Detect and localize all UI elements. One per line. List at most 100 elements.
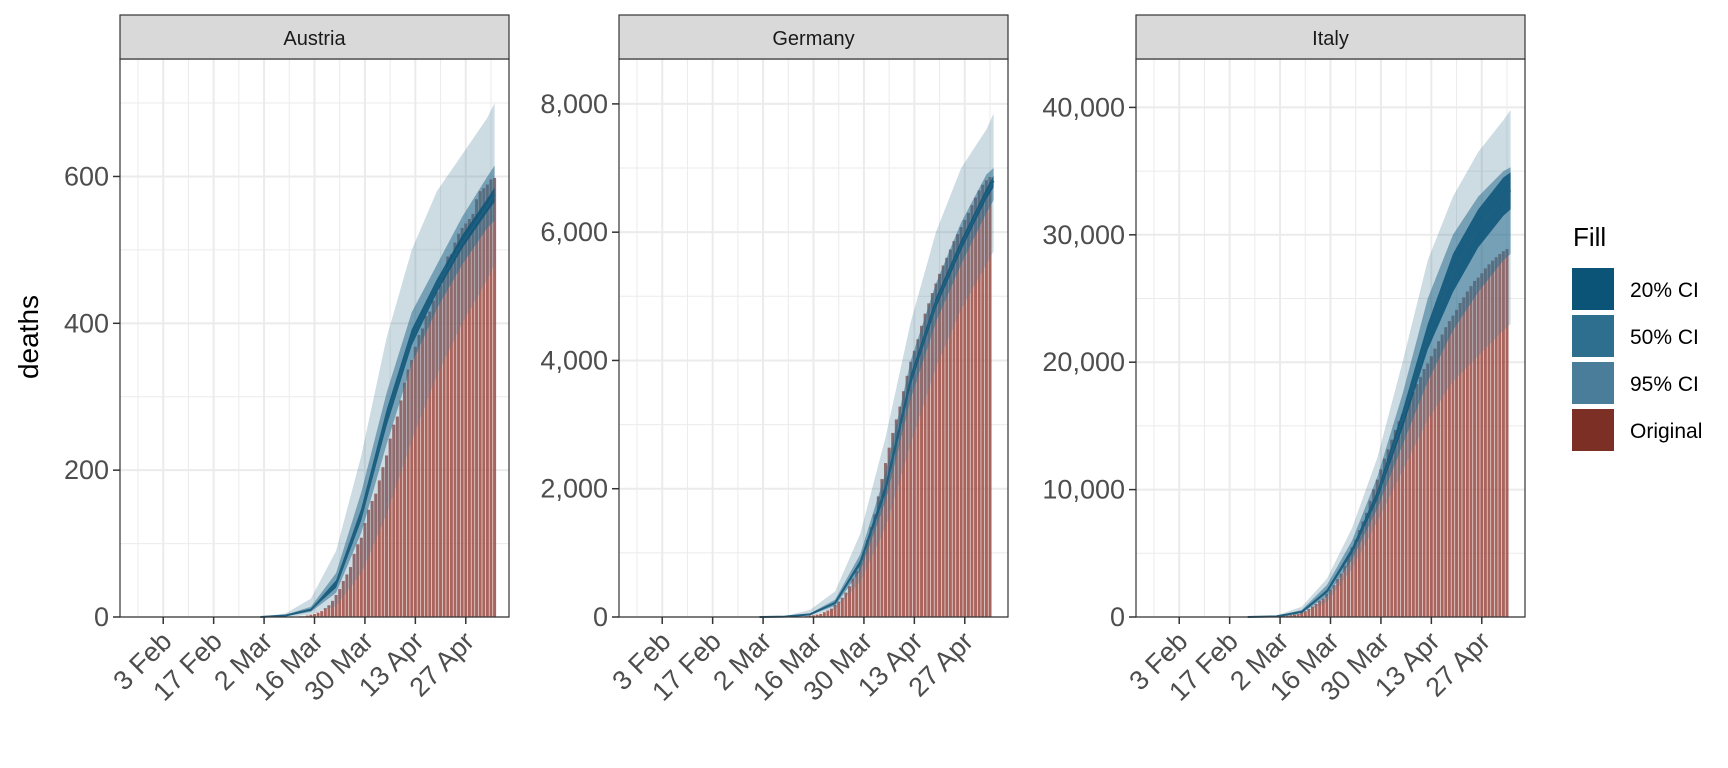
- bar: [981, 184, 985, 617]
- bar: [1343, 565, 1347, 617]
- strip-germany: [618, 14, 1009, 60]
- bar: [1332, 585, 1336, 617]
- bar: [446, 256, 450, 617]
- bar: [485, 184, 489, 618]
- legend-label: Original: [1630, 420, 1702, 443]
- bar: [1339, 573, 1343, 617]
- bar: [1303, 611, 1307, 617]
- bar: [1501, 251, 1505, 618]
- bar: [1437, 341, 1441, 617]
- bar: [855, 570, 859, 617]
- bar: [887, 447, 891, 617]
- median-line: [260, 194, 496, 618]
- bar: [323, 608, 327, 617]
- bar: [1325, 593, 1329, 617]
- bar: [417, 335, 421, 617]
- bar: [453, 242, 457, 618]
- bar: [449, 254, 453, 618]
- bar: [471, 213, 475, 618]
- bar: [1386, 449, 1390, 617]
- bar: [1314, 604, 1318, 617]
- ci50-band: [260, 165, 495, 617]
- bar: [905, 375, 909, 617]
- bar: [1429, 356, 1433, 617]
- y-tick-label: 0: [593, 602, 608, 632]
- bar: [1289, 615, 1293, 617]
- bar: [345, 574, 349, 617]
- bar: [1300, 612, 1304, 617]
- bar: [1383, 458, 1387, 617]
- median-line: [759, 180, 995, 618]
- bar: [984, 180, 988, 617]
- bar: [399, 400, 403, 617]
- bar: [1372, 489, 1376, 617]
- bar: [916, 339, 920, 617]
- strip-label: Italy: [1312, 28, 1349, 50]
- y-tick-label: 600: [64, 161, 109, 191]
- bar: [1310, 606, 1315, 617]
- y-tick-label: 20,000: [1042, 347, 1125, 377]
- y-tick-label: 400: [64, 308, 109, 338]
- bar: [403, 382, 407, 617]
- ci95-band: [1247, 109, 1511, 618]
- bars-original: [298, 177, 497, 618]
- bar: [305, 615, 309, 617]
- bar: [421, 328, 425, 617]
- bar: [1498, 254, 1502, 618]
- bar: [826, 610, 830, 617]
- bar: [898, 406, 902, 617]
- bar: [374, 493, 378, 617]
- bar: [309, 614, 313, 617]
- y-tick-label: 30,000: [1042, 220, 1125, 250]
- bar: [352, 553, 356, 617]
- bar: [467, 219, 471, 617]
- bar: [1365, 512, 1369, 617]
- bar: [482, 188, 486, 617]
- bar: [493, 177, 497, 617]
- bar: [464, 223, 468, 617]
- y-tick-label: 40,000: [1042, 92, 1125, 122]
- bar: [327, 605, 331, 617]
- bar: [862, 551, 866, 617]
- bar: [930, 293, 934, 617]
- legend-key: [1572, 409, 1614, 451]
- bar: [1419, 376, 1423, 617]
- bar: [959, 227, 963, 618]
- bar: [884, 463, 888, 617]
- bar: [1469, 286, 1473, 617]
- ci95-band: [759, 113, 994, 618]
- bar: [1433, 348, 1437, 617]
- ci95-band: [260, 103, 495, 618]
- bar: [1401, 414, 1405, 617]
- bar: [858, 561, 862, 617]
- legend-label: 20% CI: [1630, 279, 1699, 302]
- y-axis: 0 200 400 600: [64, 161, 120, 632]
- bar: [331, 600, 335, 617]
- y-axis: 0 10,000 20,000 30,000 40,000: [1042, 92, 1136, 632]
- bar: [923, 313, 927, 617]
- bar: [819, 613, 823, 617]
- bar: [945, 257, 949, 617]
- bar: [909, 361, 913, 617]
- bar: [1447, 321, 1451, 617]
- bar: [428, 311, 432, 617]
- bar: [894, 419, 898, 617]
- bar: [320, 611, 324, 617]
- bar: [478, 191, 482, 617]
- bar: [840, 597, 844, 617]
- bar: [431, 300, 435, 617]
- y-tick-label: 2,000: [540, 474, 608, 504]
- legend: Fill 20% CI 50% CI 95% CI Original: [1572, 222, 1702, 451]
- bar: [880, 479, 884, 617]
- strip-italy: [1135, 14, 1526, 60]
- bar: [388, 438, 392, 617]
- bar: [1440, 334, 1444, 617]
- bar: [1455, 309, 1459, 617]
- bar: [1465, 291, 1469, 617]
- bar: [876, 496, 880, 617]
- legend-title: Fill: [1573, 222, 1606, 252]
- y-tick-label: 0: [94, 602, 109, 632]
